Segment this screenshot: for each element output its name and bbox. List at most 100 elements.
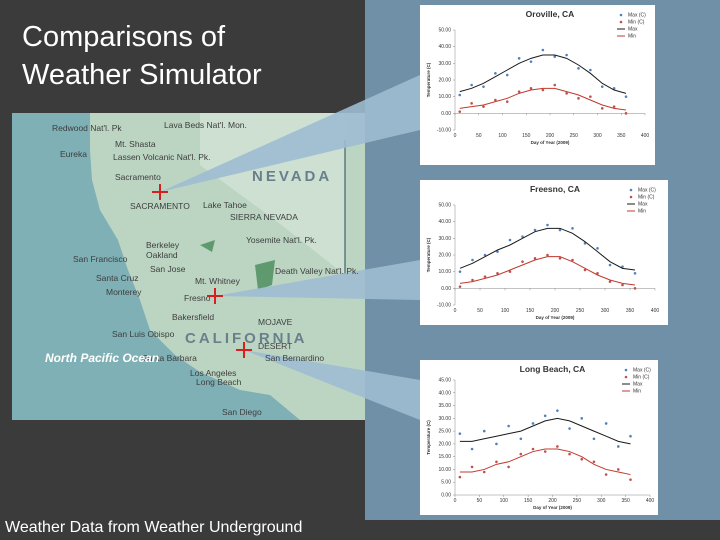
legend-key xyxy=(629,188,633,192)
x-tick-label: 0 xyxy=(454,498,457,504)
data-point xyxy=(531,447,535,451)
x-tick-label: 100 xyxy=(500,498,509,504)
data-point xyxy=(483,275,487,278)
data-point xyxy=(505,73,509,77)
legend-label: Min (C) xyxy=(638,195,655,201)
series-line xyxy=(459,227,636,271)
data-point xyxy=(604,422,608,425)
y-tick-label: 30.00 xyxy=(438,61,451,67)
legend-key xyxy=(629,195,633,199)
data-point xyxy=(496,272,499,275)
map-label: Berkeley xyxy=(146,240,180,250)
data-point xyxy=(517,90,521,93)
legend-key xyxy=(624,375,628,379)
chart-title: Oroville, CA xyxy=(526,9,575,19)
map-labels: Redwood Nat'l. Pk Lava Beds Nat'l. Mon. Mt… xyxy=(45,120,359,417)
y-tick-label: 20.00 xyxy=(438,441,451,447)
legend-label: Min xyxy=(638,209,646,215)
legend-label: Min xyxy=(628,34,636,40)
data-point xyxy=(565,92,568,95)
data-point xyxy=(629,478,632,481)
map-label: Fresno xyxy=(184,293,211,303)
y-tick-label: 0.00 xyxy=(441,493,451,499)
map-label: San Jose xyxy=(150,264,186,274)
map-label: San Francisco xyxy=(73,254,128,264)
location-marker xyxy=(152,184,168,200)
data-point xyxy=(470,447,474,451)
x-tick-label: 100 xyxy=(501,308,510,314)
chart-background xyxy=(420,360,658,515)
map-label: San Bernardino xyxy=(265,353,324,363)
data-point xyxy=(571,227,574,230)
map-label: Bakersfield xyxy=(172,312,214,322)
map-label: Sacramento xyxy=(115,172,161,182)
data-point xyxy=(568,452,571,456)
chart-background xyxy=(420,5,655,165)
data-point xyxy=(541,88,545,92)
y-tick-label: 40.00 xyxy=(438,390,451,396)
data-point xyxy=(629,434,632,438)
data-point xyxy=(521,260,524,263)
data-point xyxy=(600,85,604,88)
data-point xyxy=(633,272,637,275)
data-point xyxy=(621,265,624,268)
y-tick-label: 10.00 xyxy=(438,269,451,275)
map-label: Mt. Shasta xyxy=(115,139,156,149)
data-point xyxy=(495,460,498,464)
map xyxy=(12,113,365,420)
x-tick-label: 200 xyxy=(546,133,555,139)
data-point xyxy=(505,100,509,103)
data-point xyxy=(458,270,462,273)
legend-label: Min (C) xyxy=(633,375,650,381)
y-tick-label: 50.00 xyxy=(438,28,451,34)
x-tick-label: 200 xyxy=(548,498,557,504)
x-tick-label: 250 xyxy=(570,133,579,139)
map-label: North Pacific Ocean xyxy=(45,351,159,365)
data-point xyxy=(568,427,571,430)
data-point xyxy=(508,270,512,273)
y-tick-label: 40.00 xyxy=(438,219,451,225)
x-tick-label: 300 xyxy=(597,498,606,504)
y-tick-label: 45.00 xyxy=(438,378,451,384)
data-point xyxy=(580,417,584,420)
data-point xyxy=(589,68,592,72)
data-point xyxy=(600,107,604,110)
data-point xyxy=(608,263,612,267)
x-tick-label: 300 xyxy=(593,133,602,139)
data-point xyxy=(553,55,557,58)
x-tick-label: 400 xyxy=(646,498,655,504)
series-line xyxy=(459,87,627,111)
x-tick-label: 50 xyxy=(477,308,483,314)
data-point xyxy=(556,445,559,448)
map-label: MOJAVE xyxy=(258,317,293,327)
data-point xyxy=(482,470,486,474)
x-tick-label: 100 xyxy=(498,133,507,139)
data-point xyxy=(482,85,485,88)
legend-key xyxy=(624,368,628,372)
data-point xyxy=(589,95,592,98)
y-tick-label: 0.00 xyxy=(441,286,451,292)
data-point xyxy=(612,105,616,108)
x-tick-label: 150 xyxy=(522,133,531,139)
data-point xyxy=(565,53,568,57)
data-point xyxy=(517,57,521,60)
data-point xyxy=(592,460,596,464)
chart-background xyxy=(420,180,668,325)
data-point xyxy=(624,112,628,115)
data-point xyxy=(458,110,462,113)
data-point xyxy=(507,465,510,469)
data-point xyxy=(558,228,562,232)
data-point xyxy=(543,450,547,453)
data-point xyxy=(558,257,562,260)
chart: Freesno, CA -10.00 0.00 10.00 20.00 30.00 40.0… xyxy=(420,180,668,325)
footer: Weather Data from Weather Underground xyxy=(5,519,302,536)
legend-label: Max (C) xyxy=(633,368,651,374)
data-point xyxy=(571,258,574,262)
callout xyxy=(244,350,420,420)
park xyxy=(200,240,215,252)
x-tick-label: 350 xyxy=(626,308,635,314)
y-tick-label: 10.00 xyxy=(438,467,451,473)
y-tick-label: -10.00 xyxy=(437,303,451,309)
data-point xyxy=(621,283,624,287)
